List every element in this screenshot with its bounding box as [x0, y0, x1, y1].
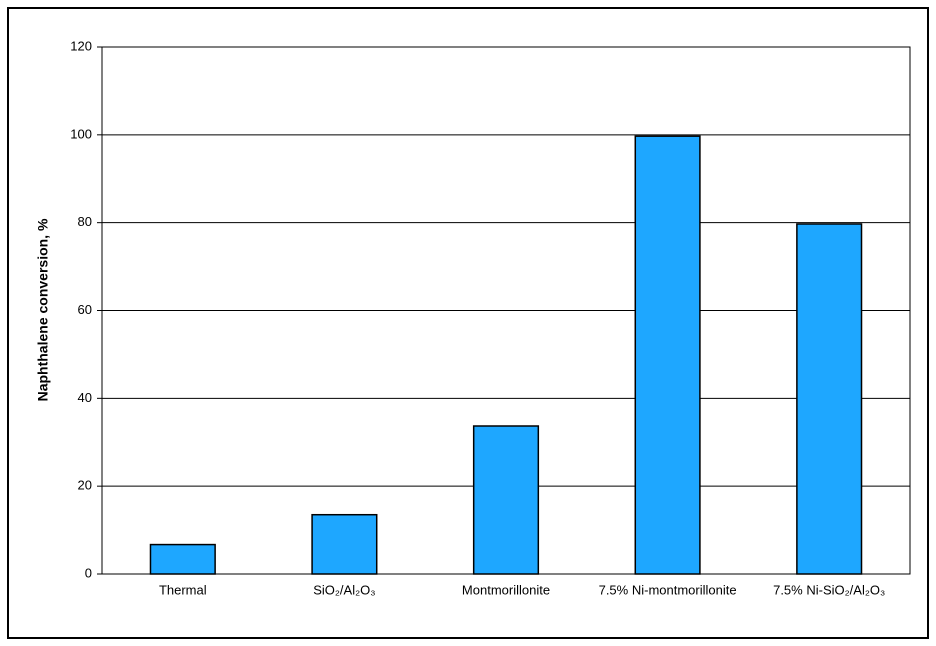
bar [634, 135, 701, 575]
y-tick-label: 20 [78, 478, 92, 493]
bar [796, 223, 863, 575]
y-tick-label: 120 [70, 38, 92, 53]
y-tick-label: 80 [78, 214, 92, 229]
bar [311, 513, 378, 575]
y-tick-label: 100 [70, 126, 92, 141]
y-tick-label: 0 [85, 565, 92, 580]
x-tick-label: 7.5% Ni-SiO₂/Al₂O₃ [773, 582, 885, 597]
y-axis-label: Naphthalene conversion, % [35, 218, 51, 401]
x-tick-label: Thermal [159, 582, 207, 597]
x-tick-label: Montmorillonite [462, 582, 550, 597]
x-tick-label: 7.5% Ni-montmorillonite [599, 582, 737, 597]
y-tick-label: 40 [78, 390, 92, 405]
y-tick-label: 60 [78, 302, 92, 317]
bar [472, 425, 540, 575]
bar [149, 543, 216, 575]
x-tick-label: SiO₂/Al₂O₃ [313, 582, 375, 597]
